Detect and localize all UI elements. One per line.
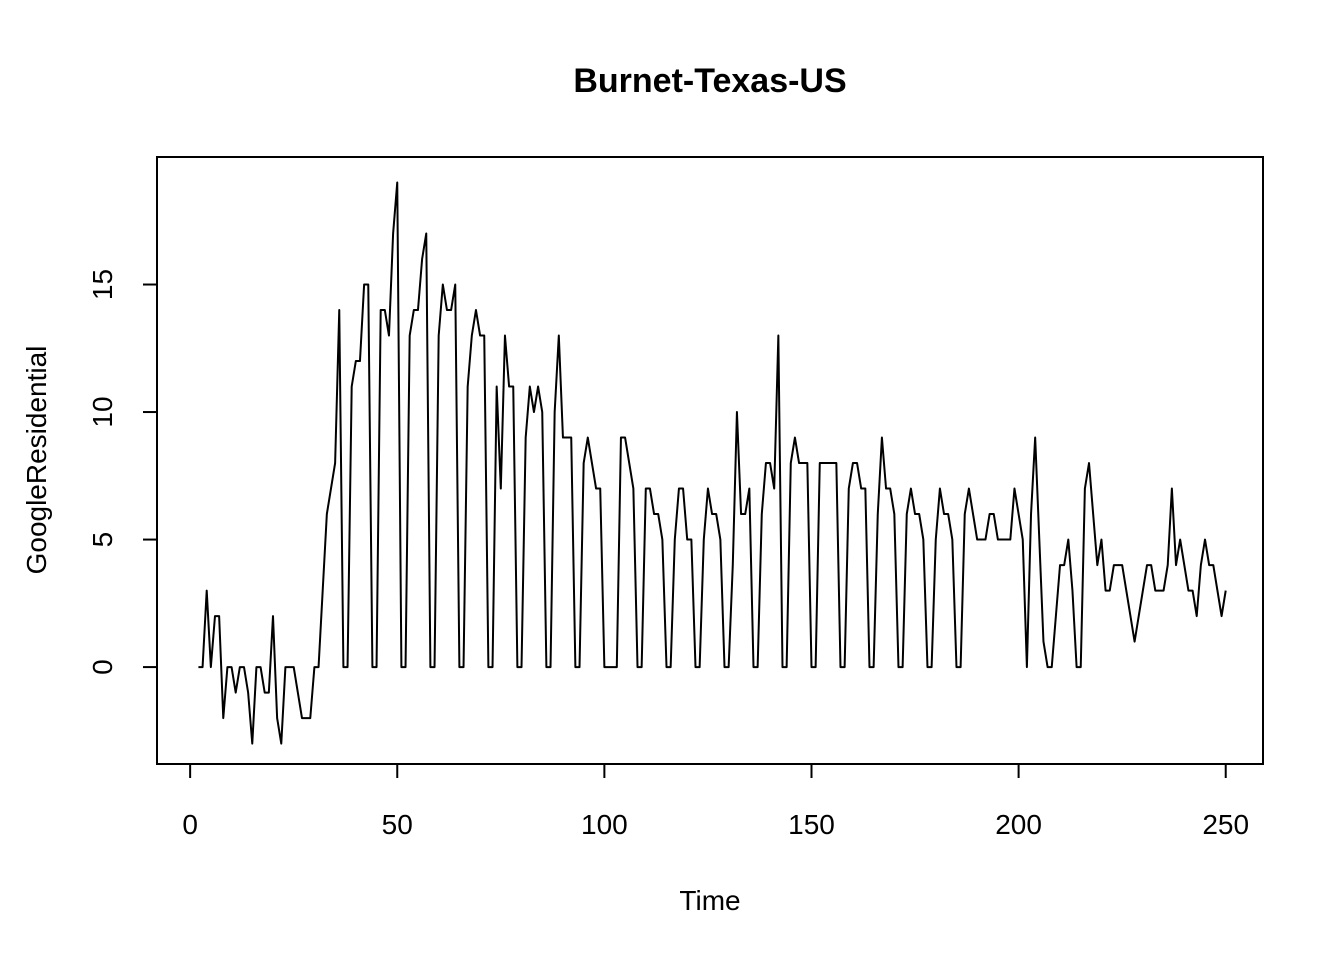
x-axis-title: Time: [679, 885, 740, 916]
x-tick-label: 100: [581, 809, 628, 840]
x-tick-label: 150: [788, 809, 835, 840]
y-axis-title: GoogleResidential: [21, 346, 52, 575]
x-tick-label: 0: [182, 809, 198, 840]
chart-title: Burnet-Texas-US: [573, 62, 846, 100]
x-tick-label: 50: [382, 809, 413, 840]
y-tick-label: 10: [87, 396, 118, 427]
y-tick-label: 5: [87, 532, 118, 548]
y-tick-label: 0: [87, 659, 118, 675]
x-tick-label: 250: [1202, 809, 1249, 840]
x-axis: 0 50 100 150 200 250: [182, 763, 1249, 840]
y-axis: 0 5 10 15: [87, 269, 158, 675]
series-line: [198, 181, 1227, 745]
plot-frame: [156, 156, 1264, 765]
y-tick-label: 15: [87, 269, 118, 300]
x-tick-label: 200: [995, 809, 1042, 840]
